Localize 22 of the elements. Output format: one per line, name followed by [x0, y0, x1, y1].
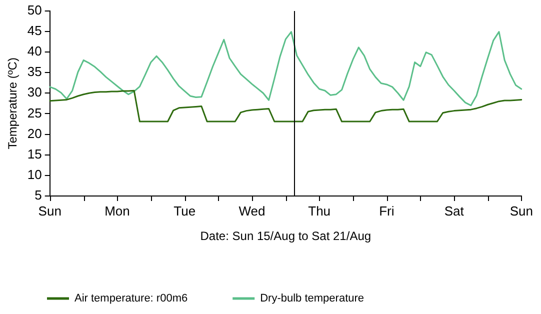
y-tick-label: 35 — [27, 64, 42, 80]
x-tick-label: Mon — [104, 203, 130, 218]
legend-label: Dry-bulb temperature — [260, 292, 364, 305]
x-axis-title: Date: Sun 15/Aug to Sat 21/Aug — [200, 229, 372, 244]
x-tick-label: Wed — [238, 203, 266, 218]
y-tick-label: 50 — [27, 2, 42, 18]
y-tick-label: 30 — [27, 84, 42, 100]
y-tick-label: 5 — [34, 188, 42, 203]
x-tick-label: Sat — [444, 203, 464, 218]
y-tick-label: 40 — [27, 44, 42, 59]
legend-label: Air temperature: r00m6 — [74, 292, 188, 305]
y-axis-title: Temperature (ºC) — [6, 58, 20, 150]
y-tick-label: 10 — [27, 167, 42, 182]
y-tick-label: 25 — [27, 105, 42, 120]
y-tick-label: 45 — [27, 22, 42, 38]
x-tick-label: Thu — [308, 203, 331, 218]
y-tick-label: 15 — [27, 146, 42, 162]
x-tick-label: Sun — [510, 203, 534, 218]
y-tick-label: 20 — [27, 126, 42, 141]
x-tick-label: Tue — [174, 203, 196, 218]
x-tick-label: Fri — [379, 203, 394, 218]
x-tick-label: Sun — [38, 203, 62, 218]
